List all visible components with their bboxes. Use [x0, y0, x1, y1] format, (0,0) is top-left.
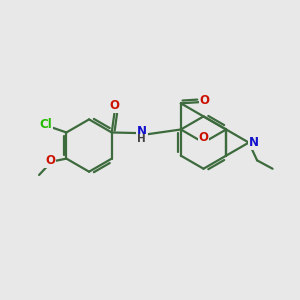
Text: Cl: Cl [39, 118, 52, 131]
Text: H: H [137, 134, 146, 144]
Text: N: N [249, 136, 259, 149]
Text: O: O [199, 131, 208, 144]
Text: O: O [45, 154, 55, 167]
Text: O: O [200, 94, 210, 107]
Text: N: N [137, 125, 147, 138]
Text: O: O [110, 99, 120, 112]
